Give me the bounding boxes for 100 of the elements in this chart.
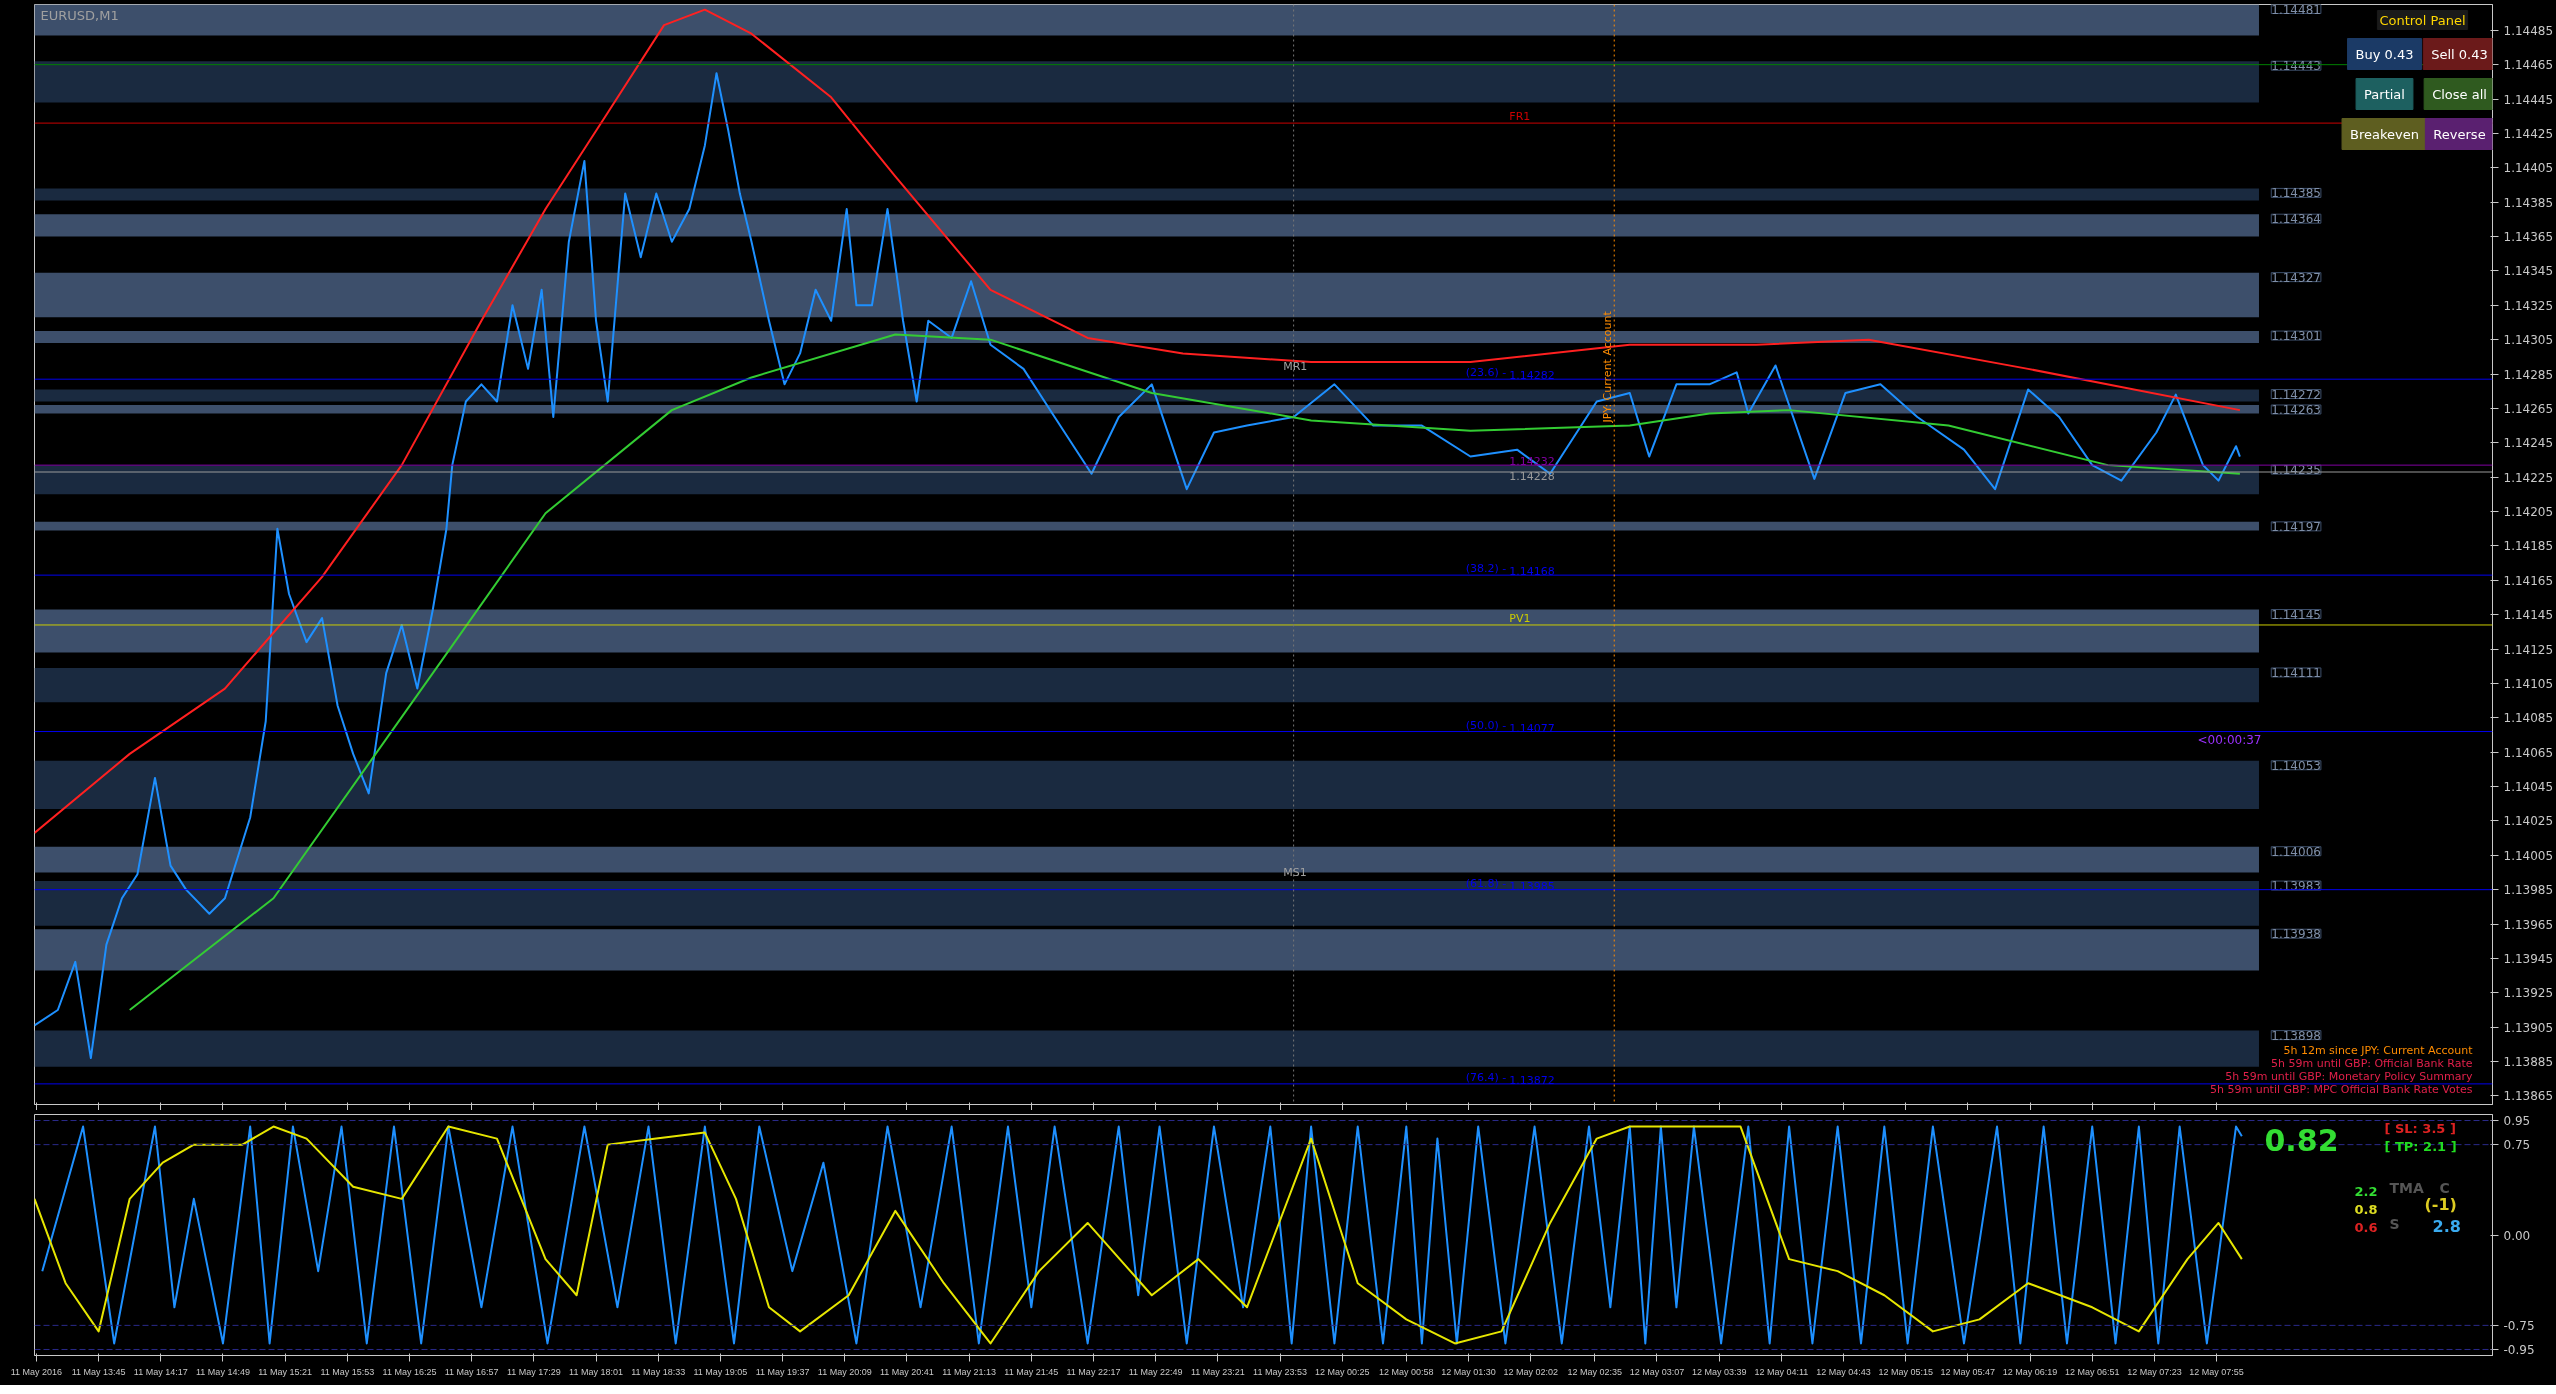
x-tick-label: 12 May 06:51 — [2064, 1366, 2120, 1377]
y-tick-label: 1.14125 — [2503, 642, 2554, 657]
x-tick-label: 11 May 17:29 — [506, 1366, 561, 1377]
x-tick-label: 11 May 19:05 — [693, 1366, 748, 1377]
band-label: 1.14481 — [2271, 2, 2321, 17]
y-tick-label: 1.14485 — [2503, 23, 2554, 38]
y-tick-label: 1.14305 — [2503, 333, 2554, 348]
x-tick-label: 11 May 20:41 — [880, 1366, 934, 1377]
y-tick-label: 0.95 — [2503, 1114, 2531, 1129]
annotation: S — [2389, 1215, 2400, 1232]
y-tick-label: 1.13965 — [2503, 917, 2554, 932]
x-tick-label: 12 May 04:11 — [1754, 1366, 1809, 1377]
annotation: 5h 59m until GBP: MPC Official Bank Rate Votes — [2210, 1082, 2473, 1096]
x-tick-label: 11 May 18:01 — [569, 1366, 623, 1377]
x-tick-label: 11 May 19:37 — [755, 1366, 810, 1377]
annotation: Close all — [2432, 86, 2487, 102]
y-tick-label: 1.14005 — [2503, 848, 2554, 863]
annotation: Partial — [2364, 86, 2405, 102]
y-tick-label: 1.14085 — [2503, 711, 2554, 726]
y-tick-label: 1.14325 — [2503, 298, 2554, 313]
x-tick-label: 11 May 16:57 — [444, 1366, 499, 1377]
ref-line-label: 1.14077 — [1509, 721, 1555, 735]
annotation: (-1) — [2424, 1194, 2457, 1214]
y-tick-label: 1.14105 — [2503, 676, 2554, 691]
x-tick-label: 12 May 01:30 — [1441, 1366, 1496, 1377]
y-tick-label: 1.14265 — [2503, 401, 2554, 416]
band-label: 1.14301 — [2271, 329, 2321, 344]
y-tick-label: 0.00 — [2503, 1228, 2531, 1243]
band-label: 1.13938 — [2271, 927, 2321, 942]
x-tick-label: 11 May 20:09 — [817, 1366, 872, 1377]
chart-title: EURUSD,M1 — [40, 7, 119, 23]
band-label: 1.14327 — [2271, 270, 2321, 285]
x-tick-label: 11 May 21:13 — [942, 1366, 997, 1377]
band-label: 1.14385 — [2271, 186, 2321, 201]
annotation: (61.8) - — [1465, 876, 1507, 890]
x-tick-label: 11 May 21:45 — [1004, 1366, 1059, 1377]
annotation: (50.0) - — [1465, 718, 1507, 732]
x-tick-label: 12 May 04:43 — [1816, 1366, 1871, 1377]
y-tick-label: 1.13925 — [2503, 986, 2554, 1001]
y-tick-label: 1.14385 — [2503, 195, 2554, 210]
x-tick-label: 11 May 18:33 — [631, 1366, 686, 1377]
annotation: 0.82 — [2264, 1122, 2339, 1158]
x-tick-label: 11 May 22:49 — [1128, 1366, 1183, 1377]
band-label: 1.14111 — [2271, 665, 2321, 680]
x-tick-label: 12 May 00:25 — [1314, 1366, 1370, 1377]
x-tick-label: 11 May 22:17 — [1066, 1366, 1121, 1377]
ref-line-label: PV1 — [1509, 611, 1531, 625]
annotation: 2.8 — [2432, 1216, 2461, 1236]
annotation: 5h 59m until GBP: Monetary Policy Summary — [2225, 1069, 2473, 1083]
ref-line-label: JPY: Current Account — [1601, 310, 1615, 424]
band-label: 1.14272 — [2271, 387, 2321, 402]
annotation: 0.6 — [2354, 1219, 2378, 1235]
y-tick-label: 1.13985 — [2503, 883, 2554, 898]
band-label: 1.14145 — [2271, 607, 2321, 622]
annotation: Control Panel — [2379, 12, 2466, 28]
x-tick-label: 12 May 07:23 — [2127, 1366, 2182, 1377]
annotation: 2.2 — [2354, 1183, 2378, 1199]
x-tick-label: 11 May 16:25 — [382, 1366, 437, 1377]
annotation: TMA — [2389, 1179, 2424, 1196]
band-label: 1.14053 — [2271, 758, 2321, 773]
annotation: [ SL: 3.5 ] — [2384, 1120, 2456, 1136]
y-tick-label: -0.75 — [2503, 1318, 2535, 1333]
x-tick-label: 11 May 14:17 — [133, 1366, 188, 1377]
x-tick-label: 12 May 00:58 — [1379, 1366, 1434, 1377]
x-tick-label: 12 May 02:02 — [1503, 1366, 1558, 1377]
x-tick-label: 11 May 23:53 — [1253, 1366, 1307, 1377]
annotation: (38.2) - — [1465, 562, 1507, 576]
x-tick-label: 12 May 06:19 — [2002, 1366, 2058, 1377]
y-tick-label: 1.14065 — [2503, 745, 2554, 760]
y-tick-label: 1.14365 — [2503, 230, 2554, 245]
x-tick-label: 11 May 13:45 — [71, 1366, 126, 1377]
annotation: 0.8 — [2354, 1201, 2378, 1217]
band-label: 1.14263 — [2271, 402, 2321, 417]
x-tick-label: 11 May 2016 — [10, 1366, 63, 1377]
ref-line-label: 1.14282 — [1509, 369, 1555, 383]
x-tick-label: 12 May 07:55 — [2189, 1366, 2244, 1377]
y-tick-label: 0.75 — [2503, 1138, 2531, 1153]
band-label: 1.14235 — [2271, 463, 2321, 478]
band-label: 1.14197 — [2271, 519, 2321, 534]
annotation: MR1 — [1283, 360, 1308, 373]
x-tick-label: 11 May 15:53 — [320, 1366, 375, 1377]
y-tick-label: 1.14345 — [2503, 264, 2554, 279]
y-tick-label: 1.14405 — [2503, 161, 2554, 176]
x-tick-label: 12 May 03:39 — [1691, 1366, 1747, 1377]
x-tick-label: 12 May 03:07 — [1629, 1366, 1685, 1377]
band-label: 1.14006 — [2271, 844, 2321, 859]
x-tick-label: 12 May 05:15 — [1878, 1366, 1933, 1377]
ref-line-label: FR1 — [1509, 110, 1531, 124]
band-label: 1.14364 — [2271, 212, 2321, 227]
y-tick-label: 1.14425 — [2503, 126, 2554, 141]
y-tick-label: 1.14205 — [2503, 505, 2554, 520]
ref-line-label: 1.14228 — [1509, 470, 1555, 483]
annotation: MS1 — [1283, 866, 1307, 879]
ref-line-label: 1.14168 — [1509, 565, 1555, 579]
annotation: 5h 59m until GBP: Official Bank Rate — [2271, 1056, 2473, 1070]
annotation: [ TP: 2.1 ] — [2384, 1138, 2457, 1154]
y-tick-label: 1.14285 — [2503, 367, 2554, 382]
x-tick-label: 11 May 15:21 — [258, 1366, 313, 1377]
y-tick-label: 1.14445 — [2503, 92, 2554, 107]
y-tick-label: 1.14225 — [2503, 470, 2554, 485]
